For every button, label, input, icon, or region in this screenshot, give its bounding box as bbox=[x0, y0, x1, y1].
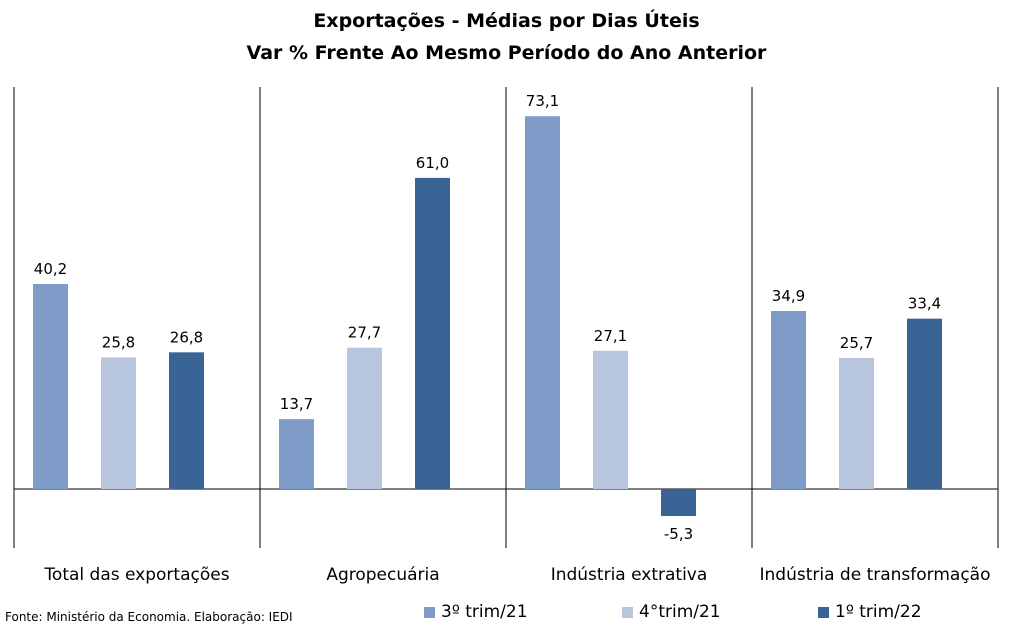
bar bbox=[347, 347, 382, 489]
bar bbox=[415, 177, 450, 489]
data-label: 25,8 bbox=[102, 333, 135, 351]
legend-swatch-series-3 bbox=[818, 606, 829, 618]
chart-title: Exportações - Médias por Dias Úteis bbox=[313, 10, 700, 32]
bar bbox=[525, 116, 560, 489]
bar bbox=[771, 311, 806, 489]
legend-item-series-3: 1º trim/22 bbox=[818, 602, 922, 622]
bar bbox=[907, 318, 942, 489]
data-label: -5,3 bbox=[664, 525, 693, 543]
data-label: 33,4 bbox=[908, 295, 941, 313]
data-label: 25,7 bbox=[840, 334, 873, 352]
legend-swatch-series-2 bbox=[622, 606, 633, 618]
legend-label-series-2: 4°trim/21 bbox=[639, 602, 721, 622]
bar bbox=[279, 419, 314, 489]
data-label: 27,1 bbox=[594, 327, 627, 345]
category-label: Indústria extrativa bbox=[551, 565, 708, 585]
source-note: Fonte: Ministério da Economia. Elaboraçã… bbox=[5, 610, 293, 624]
legend-label-series-3: 1º trim/22 bbox=[835, 602, 922, 622]
bar bbox=[101, 357, 136, 489]
bar bbox=[593, 350, 628, 489]
data-label: 61,0 bbox=[416, 154, 449, 172]
chart-subtitle: Var % Frente Ao Mesmo Período do Ano Ant… bbox=[246, 42, 767, 64]
legend-item-series-2: 4°trim/21 bbox=[622, 602, 721, 622]
data-label: 13,7 bbox=[280, 395, 313, 413]
bar bbox=[839, 357, 874, 489]
bar bbox=[169, 352, 204, 489]
data-label: 27,7 bbox=[348, 324, 381, 342]
data-label: 26,8 bbox=[170, 328, 203, 346]
data-label: 73,1 bbox=[526, 92, 559, 110]
category-label: Agropecuária bbox=[326, 565, 439, 585]
bar bbox=[33, 283, 68, 489]
category-label: Indústria de transformação bbox=[760, 565, 991, 585]
bar bbox=[661, 489, 696, 517]
legend-swatch-series-1 bbox=[424, 606, 435, 618]
category-label: Total das exportações bbox=[43, 565, 229, 585]
data-label: 34,9 bbox=[772, 287, 805, 305]
legend-item-series-1: 3º trim/21 bbox=[424, 602, 528, 622]
legend-label-series-1: 3º trim/21 bbox=[441, 602, 528, 622]
data-label: 40,2 bbox=[34, 260, 67, 278]
bar-chart: Total das exportações 40,2 25,8 26,8 Agropec… bbox=[13, 87, 999, 585]
